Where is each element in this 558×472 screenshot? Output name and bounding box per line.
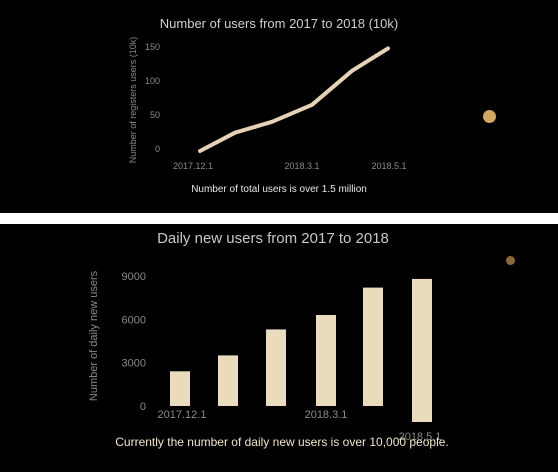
y-axis-label: Number of daily new users — [88, 270, 100, 401]
line-chart-panel: Number of users from 2017 to 2018 (10k) N… — [0, 0, 558, 213]
data-point — [311, 104, 313, 106]
bar — [266, 329, 286, 406]
y-tick-label: 0 — [155, 144, 160, 154]
data-point — [387, 47, 389, 49]
series-line — [198, 46, 390, 153]
data-point — [271, 121, 273, 123]
x-tick-label: 2018.3.1 — [305, 409, 348, 421]
bar — [218, 355, 238, 406]
bar-chart-panel: Daily new users from 2017 to 2018 Number … — [0, 224, 558, 472]
data-point — [199, 150, 201, 152]
bar — [316, 315, 336, 406]
decorative-dot — [506, 256, 515, 265]
x-tick-label: 2018.5.1 — [371, 161, 406, 171]
x-tick-label: 2017.12.1 — [173, 161, 213, 171]
y-tick-label: 6000 — [122, 314, 146, 326]
chart-caption: Currently the number of daily new users … — [115, 435, 449, 449]
y-tick-label: 150 — [145, 42, 160, 52]
y-tick-label: 9000 — [122, 271, 146, 283]
y-axis-label: Number of registers users (10k) — [128, 37, 138, 164]
data-point — [234, 132, 236, 134]
bar — [363, 287, 383, 406]
y-tick-label: 0 — [140, 401, 146, 413]
y-tick-label: 50 — [150, 110, 160, 120]
chart-title: Number of users from 2017 to 2018 (10k) — [160, 16, 398, 31]
bar-chart: Daily new users from 2017 to 2018 Number … — [88, 230, 449, 449]
x-tick-label: 2018.3.1 — [284, 161, 319, 171]
line-chart: Number of users from 2017 to 2018 (10k) N… — [128, 16, 407, 195]
data-point — [351, 70, 353, 72]
x-tick-label: 2018.5.1 — [399, 431, 442, 443]
bar — [170, 371, 190, 406]
x-tick-label: 2017.12.1 — [158, 409, 207, 421]
chart-title: Daily new users from 2017 to 2018 — [157, 230, 389, 247]
y-tick-label: 3000 — [122, 358, 146, 370]
chart-caption: Number of total users is over 1.5 millio… — [191, 184, 367, 195]
decorative-dot — [483, 110, 496, 123]
bar — [412, 278, 432, 422]
y-tick-label: 100 — [145, 76, 160, 86]
